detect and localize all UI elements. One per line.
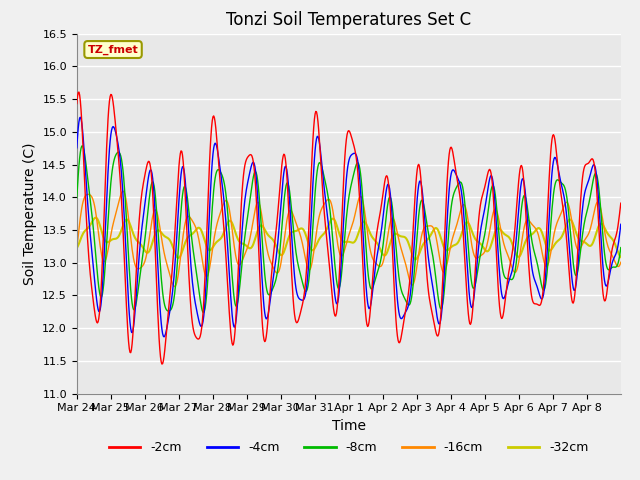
Legend: -2cm, -4cm, -8cm, -16cm, -32cm: -2cm, -4cm, -8cm, -16cm, -32cm	[104, 436, 594, 459]
X-axis label: Time: Time	[332, 419, 366, 433]
Y-axis label: Soil Temperature (C): Soil Temperature (C)	[23, 143, 36, 285]
Text: TZ_fmet: TZ_fmet	[88, 44, 138, 55]
Title: Tonzi Soil Temperatures Set C: Tonzi Soil Temperatures Set C	[226, 11, 472, 29]
